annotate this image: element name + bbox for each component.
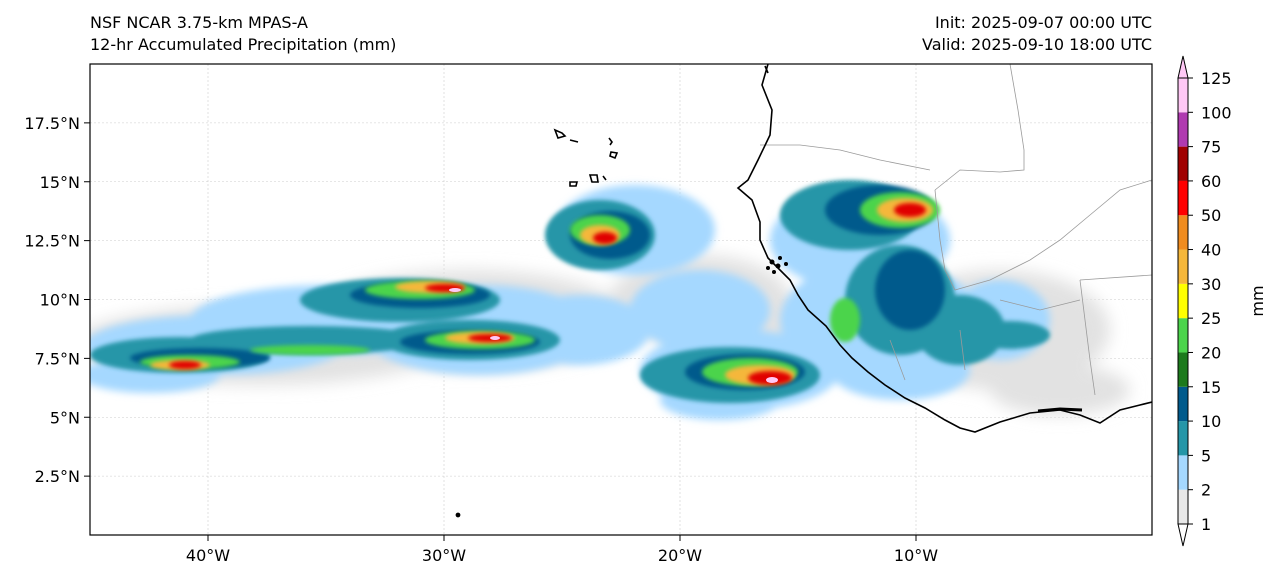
colorbar-segment bbox=[1178, 318, 1188, 353]
longitude-axis: 40°W 30°W 20°W 10°W bbox=[186, 535, 938, 565]
lat-tick-label: 2.5°N bbox=[35, 467, 80, 486]
colorbar-tick-label: 20 bbox=[1201, 343, 1221, 362]
lat-tick-label: 15°N bbox=[40, 173, 80, 192]
precipitation-field bbox=[90, 180, 1130, 420]
model-name: NSF NCAR 3.75-km MPAS-A bbox=[90, 13, 308, 32]
colorbar-tick-label: 100 bbox=[1201, 103, 1232, 122]
colorbar-segment bbox=[1178, 215, 1188, 250]
colorbar-segment bbox=[1178, 146, 1188, 181]
colorbar-frame bbox=[1177, 77, 1189, 525]
colorbar-tick-label: 25 bbox=[1201, 309, 1221, 328]
colorbar-segment bbox=[1178, 489, 1188, 524]
init-time: Init: 2025-09-07 00:00 UTC bbox=[934, 13, 1152, 32]
colorbar-segment bbox=[1178, 180, 1188, 216]
islands bbox=[455, 65, 769, 518]
colorbar-tick-label: 1 bbox=[1201, 515, 1211, 534]
colorbar-segment bbox=[1178, 421, 1188, 456]
field-name: 12-hr Accumulated Precipitation (mm) bbox=[90, 35, 397, 54]
colorbar-extend-bottom bbox=[1177, 523, 1189, 547]
country-borders bbox=[760, 64, 1152, 396]
lat-tick-label: 10°N bbox=[40, 291, 80, 310]
map-content bbox=[90, 64, 1152, 535]
colorbar-segment bbox=[1178, 386, 1188, 422]
colorbar-tick-label: 2 bbox=[1201, 481, 1211, 500]
colorbar-tick-label: 50 bbox=[1201, 206, 1221, 225]
colorbar-segment bbox=[1178, 352, 1188, 387]
colorbar-tick-label: 75 bbox=[1201, 138, 1221, 157]
colorbar-tick-label: 10 bbox=[1201, 412, 1221, 431]
lat-tick-label: 5°N bbox=[50, 408, 80, 427]
colorbar-tick-label: 5 bbox=[1201, 446, 1211, 465]
colorbar-tick-label: 60 bbox=[1201, 172, 1221, 191]
lon-tick-label: 40°W bbox=[186, 546, 230, 565]
colorbar-segment bbox=[1178, 455, 1188, 490]
valid-time: Valid: 2025-09-10 18:00 UTC bbox=[921, 35, 1152, 54]
lon-tick-label: 30°W bbox=[422, 546, 466, 565]
lat-tick-label: 17.5°N bbox=[24, 114, 80, 133]
colorbar-extend-top bbox=[1177, 55, 1189, 79]
bissagos-islands bbox=[766, 256, 788, 274]
colorbar-segment bbox=[1178, 78, 1188, 113]
lon-tick-label: 10°W bbox=[894, 546, 938, 565]
lat-tick-label: 7.5°N bbox=[35, 349, 80, 368]
colorbar-tick-label: 125 bbox=[1201, 69, 1232, 88]
map-title-right: Init: 2025-09-07 00:00 UTC Valid: 2025-0… bbox=[922, 12, 1152, 56]
colorbar-tick-label: 15 bbox=[1201, 378, 1221, 397]
lon-tick-label: 20°W bbox=[658, 546, 702, 565]
colorbar-segment bbox=[1178, 112, 1188, 147]
colorbar-segment bbox=[1178, 249, 1188, 284]
colorbar-tick-label: 40 bbox=[1201, 241, 1221, 260]
latitude-axis: 2.5°N 5°N 7.5°N 10°N 12.5°N 15°N 17.5°N bbox=[24, 114, 90, 486]
coastline bbox=[736, 64, 1152, 433]
colorbar-unit-label: mm bbox=[1248, 285, 1267, 316]
lat-tick-label: 12.5°N bbox=[24, 232, 80, 251]
colorbar-tick-label: 30 bbox=[1201, 275, 1221, 294]
map-title-left: NSF NCAR 3.75-km MPAS-A 12-hr Accumulate… bbox=[90, 12, 396, 56]
colorbar-segment bbox=[1178, 283, 1188, 319]
